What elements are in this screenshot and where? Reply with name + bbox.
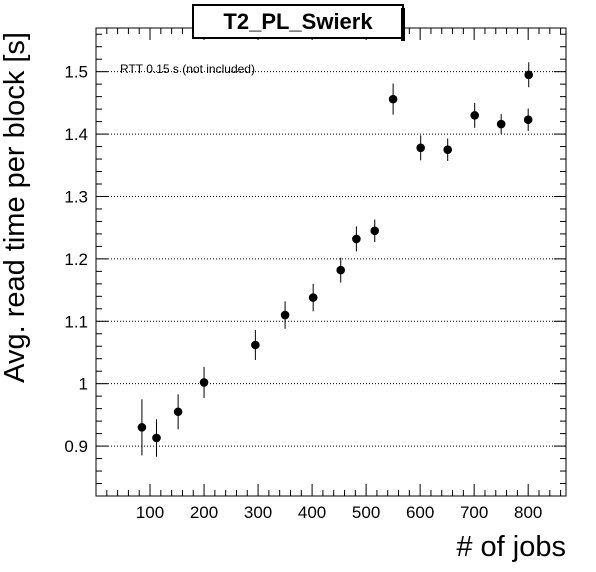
x-tick-label: 300 <box>244 503 272 522</box>
x-tick-label: 800 <box>514 503 542 522</box>
data-point <box>152 433 161 443</box>
data-point <box>523 115 533 125</box>
x-axis-title: # of jobs <box>456 531 566 563</box>
data-points <box>137 62 534 457</box>
data-point <box>251 340 260 350</box>
x-tick-label: 500 <box>352 503 380 522</box>
data-point <box>199 378 209 387</box>
data-point <box>496 119 506 129</box>
x-tick-label: 200 <box>190 503 218 522</box>
data-point <box>470 111 480 120</box>
tick-labels: 100 200 300 400 500 600 700 800 0.9 1 1.1 1.2 1.3 1.4… <box>64 63 542 522</box>
plot-frame <box>95 27 567 497</box>
data-point <box>308 293 318 302</box>
data-point <box>524 70 534 80</box>
y-tick-label: 0.9 <box>64 437 88 456</box>
y-tick-label: 1.1 <box>64 312 88 331</box>
y-tick-label: 1.2 <box>64 250 88 269</box>
data-point <box>173 407 183 417</box>
chart-title: T2_PL_Swierk <box>223 9 373 34</box>
x-tick-label: 400 <box>298 503 326 522</box>
data-point <box>280 310 290 320</box>
title-box: T2_PL_Swierk <box>192 4 405 41</box>
data-point <box>352 234 361 244</box>
axis-ticks <box>95 28 566 497</box>
x-tick-label: 600 <box>406 503 434 522</box>
data-point <box>336 265 346 275</box>
y-axis-title: Avg. read time per block [s] <box>0 32 31 383</box>
y-tick-label: 1 <box>79 375 88 394</box>
plot-frame-border <box>95 27 567 497</box>
x-tick-label: 700 <box>460 503 488 522</box>
x-tick-label: 100 <box>136 503 164 522</box>
data-point <box>416 143 425 153</box>
data-point <box>443 145 452 154</box>
data-point <box>137 423 147 432</box>
data-point <box>388 94 398 104</box>
y-tick-label: 1.4 <box>64 125 88 144</box>
rtt-annotation: RTT 0.15 s (not included) <box>120 62 255 76</box>
data-point <box>370 226 380 236</box>
y-tick-label: 1.3 <box>64 187 88 206</box>
y-tick-label: 1.5 <box>64 63 88 82</box>
grid-lines <box>96 71 566 447</box>
